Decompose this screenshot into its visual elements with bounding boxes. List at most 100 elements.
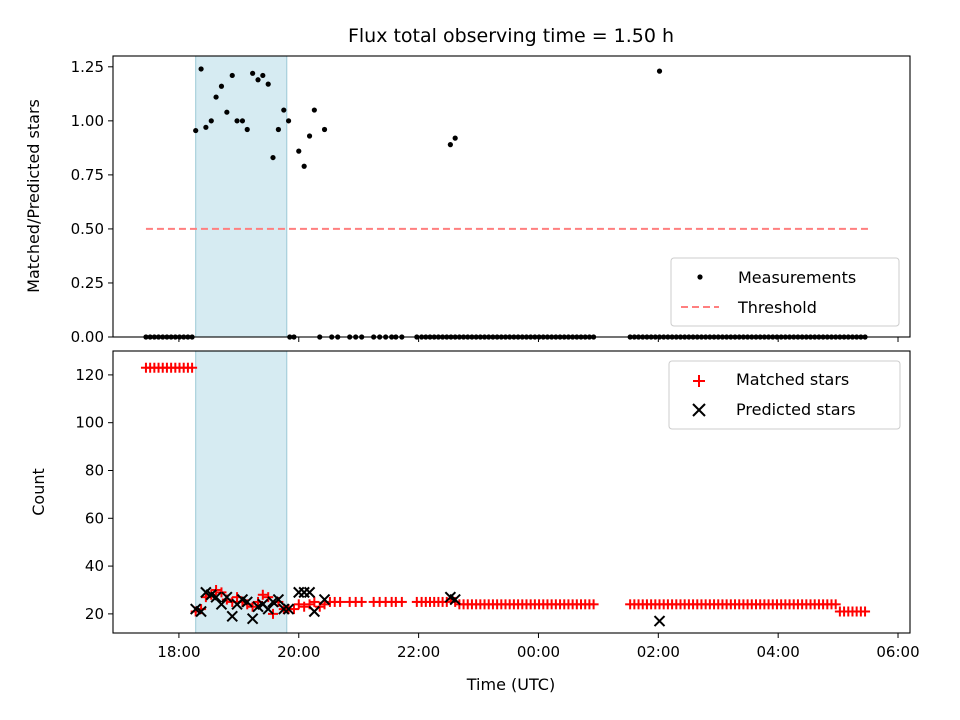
matched-star-point [299,601,310,612]
bottom-legend-box [668,360,901,430]
bottom-y-tick-label: 120 [75,366,104,384]
bottom-y-tick-label: 40 [85,557,104,575]
predicted-star-point [226,610,238,622]
matched-star-point [247,601,258,612]
measurement-point [224,109,230,115]
predicted-star-point [210,591,222,603]
measurement-point [244,126,250,133]
measurement-point [281,107,287,113]
measurement-point [250,70,256,76]
top-y-axis-label: Matched/Predicted stars [24,99,43,293]
measurement-point [275,126,281,133]
predicted-star-point [308,605,321,618]
chart-title: Flux total observing time = 1.50 h [348,25,674,47]
predicted-star-point [653,615,666,627]
measurement-point [255,77,261,83]
x-tick-label: 22:00 [397,643,440,661]
bottom-y-tick-label: 80 [85,461,104,479]
predicted-star-point [303,586,316,599]
top-legend: Measurements Threshold [670,257,900,327]
flux-ratio-panel: 0.00 0.25 0.50 0.75 1.00 1.25 Matched/Predict… [24,55,911,346]
x-tick-label: 06:00 [876,643,919,661]
top-y-tick-label: 0.50 [71,220,104,238]
measurement-point [265,81,271,87]
predicted-star-point [282,603,295,615]
predicted-star-point [241,596,253,608]
predicted-star-point [262,603,274,615]
legend-predicted-label: Predicted stars [736,400,856,419]
matched-star-point [309,596,320,607]
legend-measurements-marker [697,274,703,280]
top-y-tick-label: 0.75 [71,166,104,184]
observing-time-span [195,55,288,338]
measurement-point [239,118,246,124]
measurement-point [198,66,204,72]
x-tick-label: 20:00 [277,643,320,661]
matched-star-point [216,587,227,598]
measurement-point [311,107,317,113]
predicted-star-point [221,591,233,603]
measurement-point [447,142,453,148]
bottom-y-tick-label: 60 [85,509,104,527]
bottom-y-tick-label: 20 [85,605,104,623]
count-panel: 20 40 60 80 100 120 18:00 20:00 22:00 00:00 02:00 0… [29,350,920,694]
matched-star-point [860,606,871,617]
predicted-star-point [195,605,207,618]
measurement-point [452,135,458,141]
measurement-point [203,124,209,130]
measurement-point [285,118,292,124]
legend-matched-label: Matched stars [736,370,849,389]
measurement-point [234,118,240,124]
predicted-star-point [449,593,461,606]
top-y-tick-label: 0.25 [71,274,104,292]
measurement-point [213,94,219,100]
measurement-point [270,154,276,161]
matched-star-point [356,596,367,607]
matched-star-point [319,599,330,610]
top-y-tick-label: 0.00 [71,328,104,346]
matched-star-point [830,599,841,610]
predicted-star-point [272,593,285,606]
legend-matched-marker [693,375,705,387]
bottom-axis-ticks: 20 40 60 80 100 120 18:00 20:00 22:00 00:00 02:00 0… [75,366,919,661]
legend-threshold-label: Threshold [737,298,817,317]
observing-time-span-bottom [195,350,288,634]
matched-star-point [396,596,407,607]
predicted-star-point [318,593,331,606]
matched-star-point [187,362,198,373]
x-tick-label: 02:00 [637,643,680,661]
top-axis-ticks: 0.00 0.25 0.50 0.75 1.00 1.25 [71,58,899,346]
top-legend-box [670,257,900,327]
measurement-point [229,72,235,79]
measurement-point [193,127,199,134]
matched-star-point [335,596,346,607]
measurement-point [306,133,313,139]
matched-star-point [588,599,599,610]
matched-star-point [257,589,268,600]
bottom-y-axis-label: Count [29,468,48,516]
bottom-axes-frame [112,350,911,634]
predicted-star-point [278,603,290,615]
predicted-star-point [215,598,228,611]
measurement-point [208,118,214,124]
predicted-star-point [246,612,259,625]
matched-star-point [293,599,304,610]
x-tick-label: 00:00 [517,643,560,661]
x-tick-label: 04:00 [757,643,800,661]
measurement-point [218,83,225,89]
x-axis-label: Time (UTC) [466,675,555,694]
top-y-tick-label: 1.25 [71,58,104,76]
top-y-tick-label: 1.00 [71,112,104,130]
matched-star-point [288,604,299,615]
measurement-point [321,126,328,133]
top-axes-frame [112,55,911,338]
measurement-point [656,68,663,74]
legend-measurements-label: Measurements [738,268,856,287]
measurement-point [296,148,302,154]
x-tick-label: 18:00 [157,643,200,661]
legend-predicted-marker [692,403,706,417]
bottom-y-tick-label: 100 [75,414,104,432]
predicted-stars-points [189,586,666,627]
